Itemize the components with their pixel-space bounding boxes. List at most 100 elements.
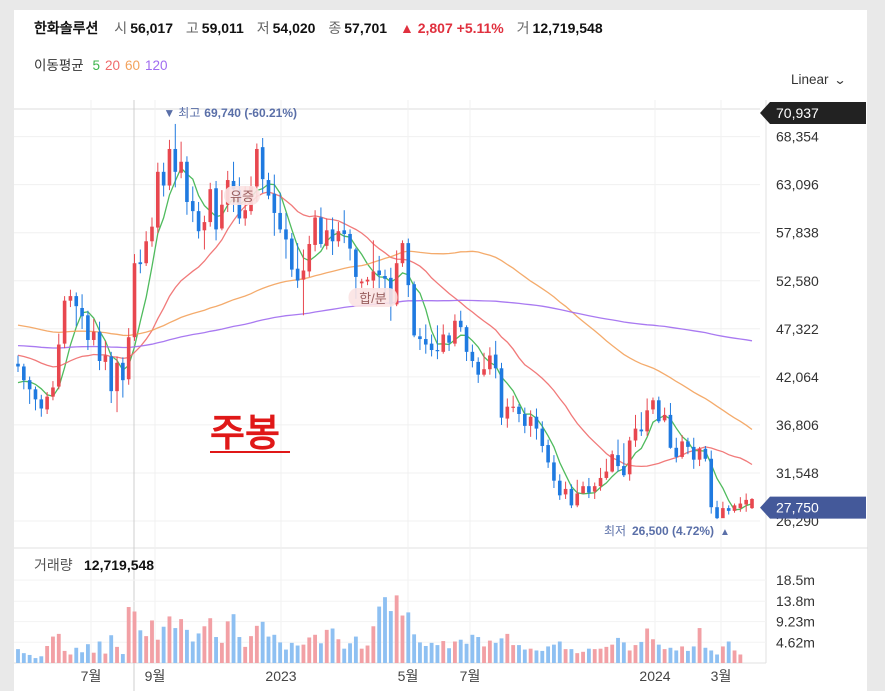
- candle-body: [330, 229, 335, 242]
- volume-bar: [493, 642, 498, 663]
- candle-body: [231, 180, 236, 190]
- volume-bar: [540, 650, 545, 663]
- candle-body: [639, 429, 644, 432]
- stock-name: 한화솔루션: [34, 20, 99, 36]
- volume-bar: [45, 645, 50, 663]
- candle-body: [523, 413, 527, 426]
- chart-card: [14, 10, 867, 691]
- x-tick-label: 3월: [711, 668, 732, 684]
- max-price-tag-label: 70,937: [776, 105, 819, 121]
- volume-bar: [546, 646, 551, 663]
- high-marker-arrow: ▼: [163, 106, 175, 120]
- volume-bar: [155, 639, 160, 663]
- candle-body: [662, 414, 667, 421]
- volume-bar: [359, 648, 364, 663]
- volume-bar: [202, 626, 207, 663]
- volume-bar: [447, 648, 452, 663]
- volume-tick-label: 9.23m: [776, 614, 815, 630]
- candle-body: [418, 336, 422, 340]
- volume-bar: [342, 648, 347, 663]
- candle-body: [91, 331, 96, 340]
- volume-bar: [80, 652, 85, 663]
- ma-20-label[interactable]: 20: [104, 58, 120, 73]
- candle-body: [534, 416, 539, 429]
- grid-lines: [14, 100, 868, 691]
- candle-body: [301, 270, 306, 280]
- volume-bar: [627, 650, 632, 663]
- candle-body: [51, 387, 55, 397]
- volume-bar: [441, 641, 446, 663]
- volume-bar: [633, 645, 638, 663]
- volume-bar: [284, 649, 288, 663]
- ma-60-label[interactable]: 60: [125, 58, 141, 73]
- candle-body: [383, 276, 387, 279]
- volume-bar: [68, 654, 73, 663]
- volume-bar: [371, 626, 376, 663]
- candle-body: [126, 337, 131, 380]
- candle-body: [121, 362, 125, 381]
- volume-bar: [219, 642, 224, 663]
- volume-bar: [365, 645, 370, 663]
- volume-bar: [418, 642, 422, 663]
- volume-bar: [289, 642, 294, 663]
- x-tick-label: 2024: [639, 668, 670, 684]
- volume-bar: [581, 651, 585, 663]
- low-marker-arrow: ▲: [720, 527, 730, 538]
- candle-body: [190, 201, 195, 212]
- candle-body: [412, 284, 416, 336]
- volume-bar: [726, 641, 731, 663]
- candle-body: [721, 508, 725, 519]
- volume-bar: [511, 645, 516, 663]
- candle-body: [656, 400, 661, 422]
- volume-bar: [318, 643, 323, 663]
- volume-bar: [697, 628, 702, 663]
- volume-bar: [377, 606, 382, 663]
- volume-tick-label: 13.8m: [776, 593, 815, 609]
- y-tick-label: 36,806: [776, 417, 819, 433]
- candle-body: [62, 300, 67, 344]
- volume-bar: [150, 620, 154, 663]
- volume-bar: [144, 636, 149, 663]
- candle-body: [27, 380, 32, 390]
- open-value: 56,017: [130, 20, 174, 36]
- current-price-tag: [760, 496, 866, 519]
- candle-body: [278, 212, 282, 230]
- candle-body: [295, 268, 300, 281]
- candle-body: [185, 161, 189, 202]
- candle-body: [342, 230, 347, 234]
- candle-body: [622, 466, 626, 476]
- ma-title: 이동평균: [34, 58, 84, 73]
- ma-60-line: [17, 250, 753, 431]
- candle-body: [336, 231, 341, 242]
- ma-5-label[interactable]: 5: [92, 58, 100, 73]
- volume-bar: [522, 649, 527, 663]
- volume-bar: [16, 649, 20, 663]
- volume-bar: [295, 645, 300, 663]
- high-value: 59,011: [201, 20, 244, 36]
- low-value: 54,020: [272, 20, 316, 36]
- candle-body: [138, 262, 143, 265]
- volume-bar: [505, 633, 510, 663]
- price-candles: [16, 123, 754, 520]
- volume-bar: [190, 641, 195, 663]
- candle-body: [488, 355, 492, 370]
- high-marker-value: 69,740 (-60.21%): [204, 106, 297, 120]
- volume-bar: [616, 637, 620, 663]
- candle-body: [476, 361, 481, 375]
- candle-body: [394, 263, 399, 305]
- candle-body: [324, 230, 329, 246]
- scale-selector[interactable]: Linear ⌄: [791, 72, 846, 87]
- y-tick-label: 52,580: [776, 273, 819, 289]
- candle-body: [592, 486, 597, 492]
- volume-bar: [575, 653, 580, 663]
- candle-body: [400, 243, 405, 264]
- ma-120-label[interactable]: 120: [145, 58, 168, 73]
- candle-body: [348, 233, 352, 249]
- volume-bar: [62, 650, 67, 663]
- volume-bar: [720, 646, 725, 663]
- candle-body: [208, 189, 213, 223]
- candle-body: [680, 441, 684, 457]
- volume-bar: [109, 635, 114, 663]
